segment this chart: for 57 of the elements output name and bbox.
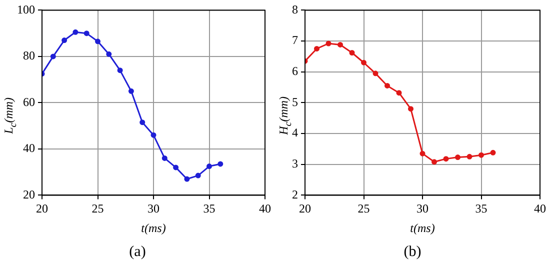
point [206, 164, 212, 170]
point [95, 38, 100, 44]
y-tick-label: 6 [292, 64, 298, 78]
x-axis-title: t(ms) [141, 220, 166, 235]
point [361, 60, 366, 66]
y-tick-label: 80 [23, 48, 35, 63]
text: (b) [402, 244, 422, 261]
x-tick-label: 40 [259, 202, 271, 216]
point [128, 88, 134, 94]
point [408, 106, 414, 112]
point [184, 176, 190, 182]
y-tick-label: 8 [292, 2, 298, 16]
point [478, 152, 484, 158]
x-tick-label: 40 [534, 202, 546, 216]
point [349, 50, 355, 56]
x-tick-label: 30 [148, 202, 160, 216]
y-tick-label: 100 [17, 2, 35, 16]
point [490, 150, 496, 156]
point [372, 70, 378, 76]
point [396, 90, 402, 96]
y-tick-label: 3 [292, 156, 298, 171]
point [195, 172, 201, 178]
point [218, 161, 224, 167]
point [466, 154, 472, 160]
x-tick-label: 35 [203, 202, 216, 216]
x-tick-label: 25 [358, 202, 370, 216]
y-tick-label: 2 [292, 187, 298, 202]
x-tick-label: 20 [36, 202, 48, 216]
point [62, 38, 68, 44]
point [50, 54, 56, 60]
point [384, 82, 390, 88]
point [173, 164, 179, 170]
point [162, 155, 168, 161]
x-tick-label: 30 [416, 202, 428, 216]
point [338, 42, 343, 48]
y-tick-label: 4 [292, 126, 298, 140]
x-axis-title: t(ms) [410, 220, 435, 235]
y-tick-label: 20 [23, 187, 35, 202]
point [432, 159, 437, 165]
point [420, 150, 426, 156]
point [84, 30, 90, 36]
point [117, 68, 123, 74]
y-tick-label: 5 [292, 94, 298, 109]
point [72, 29, 78, 35]
x-tick-label: 35 [475, 202, 488, 216]
point [314, 46, 320, 52]
x-tick-label: 25 [92, 202, 104, 216]
point [106, 51, 112, 57]
point [443, 156, 449, 162]
point [150, 132, 156, 138]
y-tick-label: 60 [23, 94, 35, 109]
point [140, 120, 146, 126]
y-tick-label: 40 [23, 141, 35, 156]
point [455, 154, 460, 160]
point [326, 40, 332, 46]
y-tick-label: 7 [292, 33, 298, 48]
text: (a) [128, 244, 147, 261]
